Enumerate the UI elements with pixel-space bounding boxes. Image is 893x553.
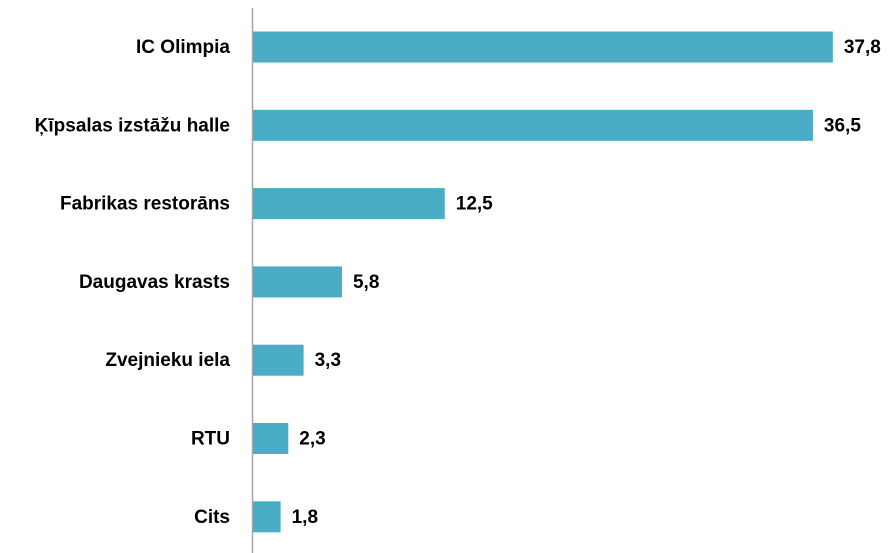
bar [253,188,445,220]
bar [253,423,289,454]
category-label: Daugavas krasts [79,272,230,293]
bar [253,501,281,533]
bar [253,266,342,298]
value-label: 3,3 [315,350,341,371]
value-label: 5,8 [353,272,379,293]
value-label: 12,5 [456,194,493,215]
category-label: Ķīpsalas izstāžu halle [35,115,230,136]
category-label: IC Olimpia [136,37,230,58]
bar [253,344,304,376]
bar [253,109,813,141]
category-label: Cits [194,507,230,528]
value-label: 36,5 [824,115,861,136]
category-label: Fabrikas restorāns [60,194,230,215]
value-label: 2,3 [299,429,325,450]
category-label: RTU [191,429,230,450]
bar [253,31,833,63]
value-label: 37,8 [844,37,881,58]
category-label: Zvejnieku iela [105,350,230,371]
value-label: 1,8 [292,507,318,528]
